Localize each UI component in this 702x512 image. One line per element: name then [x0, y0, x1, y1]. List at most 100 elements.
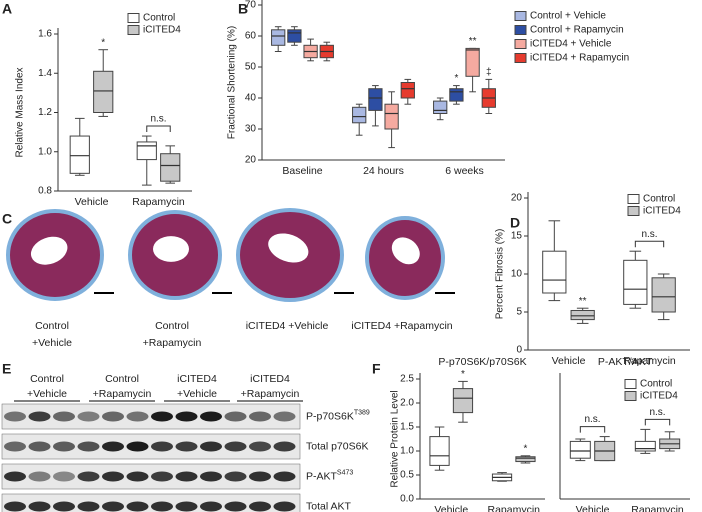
panel-letter: B	[238, 1, 248, 17]
blot-band	[273, 411, 296, 422]
y-tick-label: 0.8	[38, 186, 52, 197]
y-tick-label: 60	[245, 31, 257, 42]
y-tick-label: 2.0	[400, 398, 414, 409]
blot-band	[4, 471, 26, 482]
y-tick-label: 70	[245, 0, 257, 11]
blot-band	[224, 411, 247, 422]
y-tick-label: 1.0	[38, 146, 52, 157]
blot-band	[200, 501, 222, 512]
box	[570, 309, 595, 321]
blot-band	[200, 441, 222, 452]
blot-group-label: iCITED4	[250, 373, 290, 385]
blot-band	[126, 471, 149, 482]
legend-swatch	[514, 11, 527, 21]
blot-band	[175, 501, 198, 512]
x-tick-label: Rapamycin	[132, 196, 185, 208]
blot-row-label: Total p70S6K	[306, 440, 368, 452]
heart-lumen	[30, 236, 68, 265]
western-blot: Control +Vehicle Control +Rapamycin iCITED4 +…	[1, 373, 370, 512]
blot-band	[126, 411, 149, 422]
blot-band	[28, 471, 51, 482]
blot-row-label: P-p70S6KT389	[306, 409, 370, 422]
legend-swatch	[624, 391, 637, 401]
legend-swatch	[627, 206, 640, 216]
chart-title: P-AKT/AKT	[598, 356, 653, 368]
legend-swatch	[514, 39, 527, 49]
y-axis-label: Relative Mass Index	[15, 67, 26, 157]
box	[384, 103, 399, 130]
y-axis-label: Percent Fibrosis (%)	[495, 229, 506, 320]
bracket	[644, 418, 671, 426]
blot-band	[53, 441, 75, 452]
y-tick-label: 10	[511, 269, 523, 280]
y-tick-label: 50	[245, 62, 257, 73]
y-tick-label: 0	[516, 345, 522, 356]
blot-group-label: +Vehicle	[27, 388, 67, 400]
panel-letter: C	[2, 211, 12, 227]
box	[69, 135, 90, 174]
annotation: *	[101, 37, 105, 48]
box	[160, 153, 181, 182]
x-tick-label: Rapamycin	[631, 504, 684, 512]
blot-group-label: Control	[105, 373, 139, 385]
y-tick-label: 15	[511, 231, 523, 242]
blot-band	[53, 411, 75, 422]
legend-label: Control	[643, 194, 675, 205]
legend-label: iCITED4 + Rapamycin	[530, 53, 629, 64]
bracket-label: n.s.	[584, 414, 600, 425]
row-name: P-AKT	[306, 470, 338, 482]
box	[465, 47, 480, 77]
caption: Control	[155, 320, 189, 332]
x-tick-label: Vehicle	[576, 504, 610, 512]
legend-label: Control	[640, 379, 672, 390]
y-tick-label: 2.5	[400, 374, 414, 385]
y-tick-label: 1.0	[400, 446, 414, 457]
blot-group-label: Control	[30, 373, 64, 385]
annotation: *	[461, 369, 465, 380]
caption: Control	[35, 320, 69, 332]
blot-band	[126, 441, 149, 452]
blot-band	[273, 471, 296, 482]
blot-group-label: +Vehicle	[177, 388, 217, 400]
row-name: Total p70S6K	[306, 440, 368, 452]
y-tick-label: 30	[245, 124, 257, 135]
x-tick-label: Rapamycin	[487, 504, 540, 512]
y-axis-label: Fractional Shortening (%)	[227, 26, 238, 139]
blot-band	[4, 441, 26, 452]
heart-lumen	[153, 236, 189, 262]
y-tick-label: 1.5	[400, 422, 414, 433]
blot-band	[102, 411, 124, 422]
blot-band	[224, 471, 247, 482]
box	[429, 436, 450, 466]
blot-group-label: +Rapamycin	[93, 388, 152, 400]
box	[515, 456, 536, 463]
bracket-label: n.s.	[150, 114, 166, 125]
box	[93, 70, 114, 113]
blot-band	[249, 471, 271, 482]
blot-band	[151, 411, 173, 422]
y-tick-label: 1.2	[38, 107, 52, 118]
blot-row-label: P-AKTS473	[306, 469, 353, 482]
y-tick-label: 5	[516, 307, 522, 318]
box	[452, 388, 474, 414]
blot-band	[224, 501, 247, 512]
blot-band	[77, 441, 100, 452]
heart-lumen	[391, 237, 420, 265]
blot-band	[77, 411, 100, 422]
blot-band	[77, 471, 100, 482]
y-tick-label: 1.6	[38, 29, 52, 40]
blot-group-label: iCITED4	[177, 373, 217, 385]
blot-band	[28, 411, 51, 422]
x-tick-label: Rapamycin	[623, 355, 676, 367]
histology-images: Control +Vehicle Control +Rapamycin iCITED4 …	[6, 208, 455, 349]
blot-band	[77, 501, 100, 512]
bracket	[579, 426, 606, 433]
annotation: *	[454, 73, 458, 84]
blot-band	[4, 411, 26, 422]
bracket	[634, 240, 665, 248]
blot-band	[249, 501, 271, 512]
y-tick-label: 1.4	[38, 68, 52, 79]
legend-swatch	[514, 53, 527, 63]
box	[271, 29, 286, 46]
blot-band	[249, 441, 271, 452]
